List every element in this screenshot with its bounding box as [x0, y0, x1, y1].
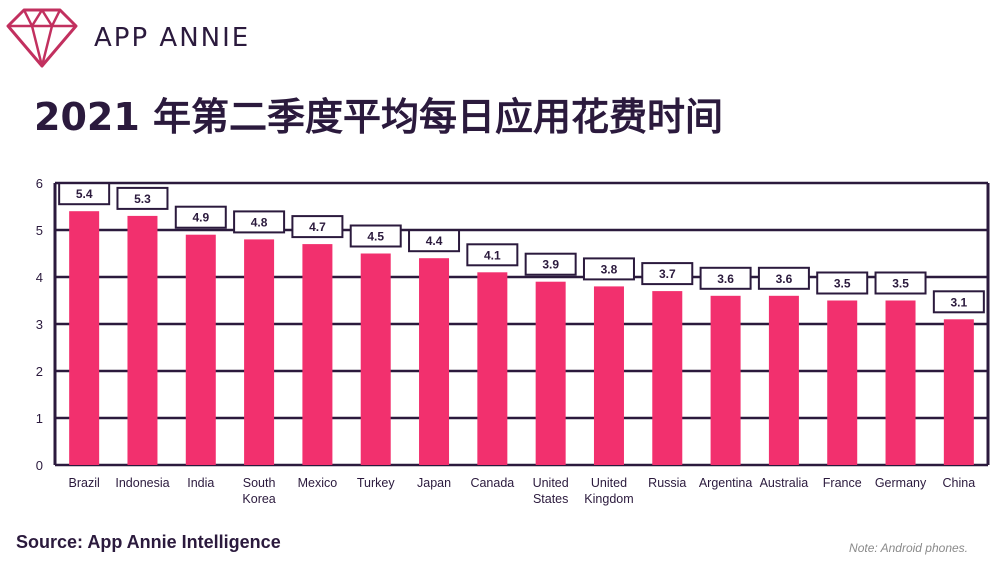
x-tick-label: Argentina: [699, 476, 753, 490]
bar: [419, 258, 450, 465]
y-tick-label: 5: [36, 223, 43, 238]
data-label: 4.4: [426, 234, 443, 248]
data-label-box: [116, 186, 169, 210]
brand-header: APP ANNIE: [6, 6, 250, 70]
x-tick-label: Canada: [470, 476, 514, 490]
x-tick-label: United Kingdom: [584, 476, 633, 506]
bar: [185, 234, 216, 465]
data-label-box: [349, 224, 402, 248]
bar: [360, 253, 391, 465]
data-label: 3.5: [834, 277, 851, 291]
data-label-box: [58, 182, 111, 206]
source-caption: Source: App Annie Intelligence: [16, 532, 281, 552]
data-label-box: [932, 290, 985, 314]
data-label: 3.8: [601, 262, 618, 276]
bar: [244, 239, 275, 465]
bar: [69, 211, 100, 465]
data-label: 3.6: [717, 272, 734, 286]
x-tick-label: France: [823, 476, 862, 490]
bar: [302, 244, 333, 465]
data-label: 3.1: [951, 295, 968, 309]
data-label: 3.6: [776, 272, 793, 286]
x-tick-label: China: [943, 476, 976, 490]
data-label-box: [466, 243, 519, 267]
data-label: 4.7: [309, 220, 326, 234]
x-tick-label: Japan: [417, 476, 451, 490]
x-tick-label: Brazil: [69, 476, 100, 490]
bar: [710, 295, 741, 465]
y-tick-label: 1: [36, 411, 43, 426]
data-label-box: [233, 210, 286, 234]
data-label: 5.3: [134, 192, 151, 206]
data-label-box: [816, 271, 869, 295]
diamond-logo-icon: [6, 8, 78, 68]
x-tick-label: India: [187, 476, 214, 490]
page-title: 2021 年第二季度平均每日应用花费时间: [34, 95, 723, 139]
footnote: Note: Android phones.: [849, 541, 968, 555]
y-tick-label: 3: [36, 317, 43, 332]
data-label-box: [408, 229, 461, 253]
x-tick-label: Mexico: [298, 476, 338, 490]
brand-name: APP ANNIE: [94, 23, 251, 53]
x-tick-label: Australia: [760, 476, 809, 490]
data-label-box: [757, 266, 810, 290]
data-label: 4.9: [192, 211, 209, 225]
bar-chart: 0 1 2 3 4 5 6 5.4 Brazil 5.3 Indonesia 4.9 India 4.8 S…: [36, 176, 990, 506]
y-tick-label: 6: [36, 176, 43, 191]
data-label-box: [699, 266, 752, 290]
data-label: 3.7: [659, 267, 676, 281]
x-tick-label: Indonesia: [115, 476, 169, 490]
data-label: 5.4: [76, 187, 93, 201]
data-label: 3.5: [892, 277, 909, 291]
bar: [827, 300, 858, 465]
data-label: 4.8: [251, 215, 268, 229]
x-tick-label: United States: [533, 476, 569, 506]
data-label: 4.1: [484, 248, 501, 262]
x-tick-label: Germany: [875, 476, 927, 490]
x-tick-label: South Korea: [242, 476, 275, 506]
bar: [943, 319, 974, 465]
y-tick-label: 0: [36, 458, 43, 473]
bar: [885, 300, 916, 465]
data-label: 4.5: [367, 230, 384, 244]
y-tick-label: 2: [36, 364, 43, 379]
bar: [127, 215, 158, 465]
bar: [477, 272, 508, 465]
data-label-box: [582, 257, 635, 281]
x-tick-label: Russia: [648, 476, 686, 490]
bar: [652, 291, 683, 465]
data-label-box: [524, 252, 577, 276]
data-label-box: [874, 271, 927, 295]
y-tick-label: 4: [36, 270, 43, 285]
x-tick-label: Turkey: [357, 476, 395, 490]
data-label-box: [641, 262, 694, 286]
data-label-box: [174, 205, 227, 229]
bar: [535, 281, 566, 465]
bar: [593, 286, 624, 465]
bar: [768, 295, 799, 465]
data-label: 3.9: [542, 258, 559, 272]
data-label-box: [291, 215, 344, 239]
